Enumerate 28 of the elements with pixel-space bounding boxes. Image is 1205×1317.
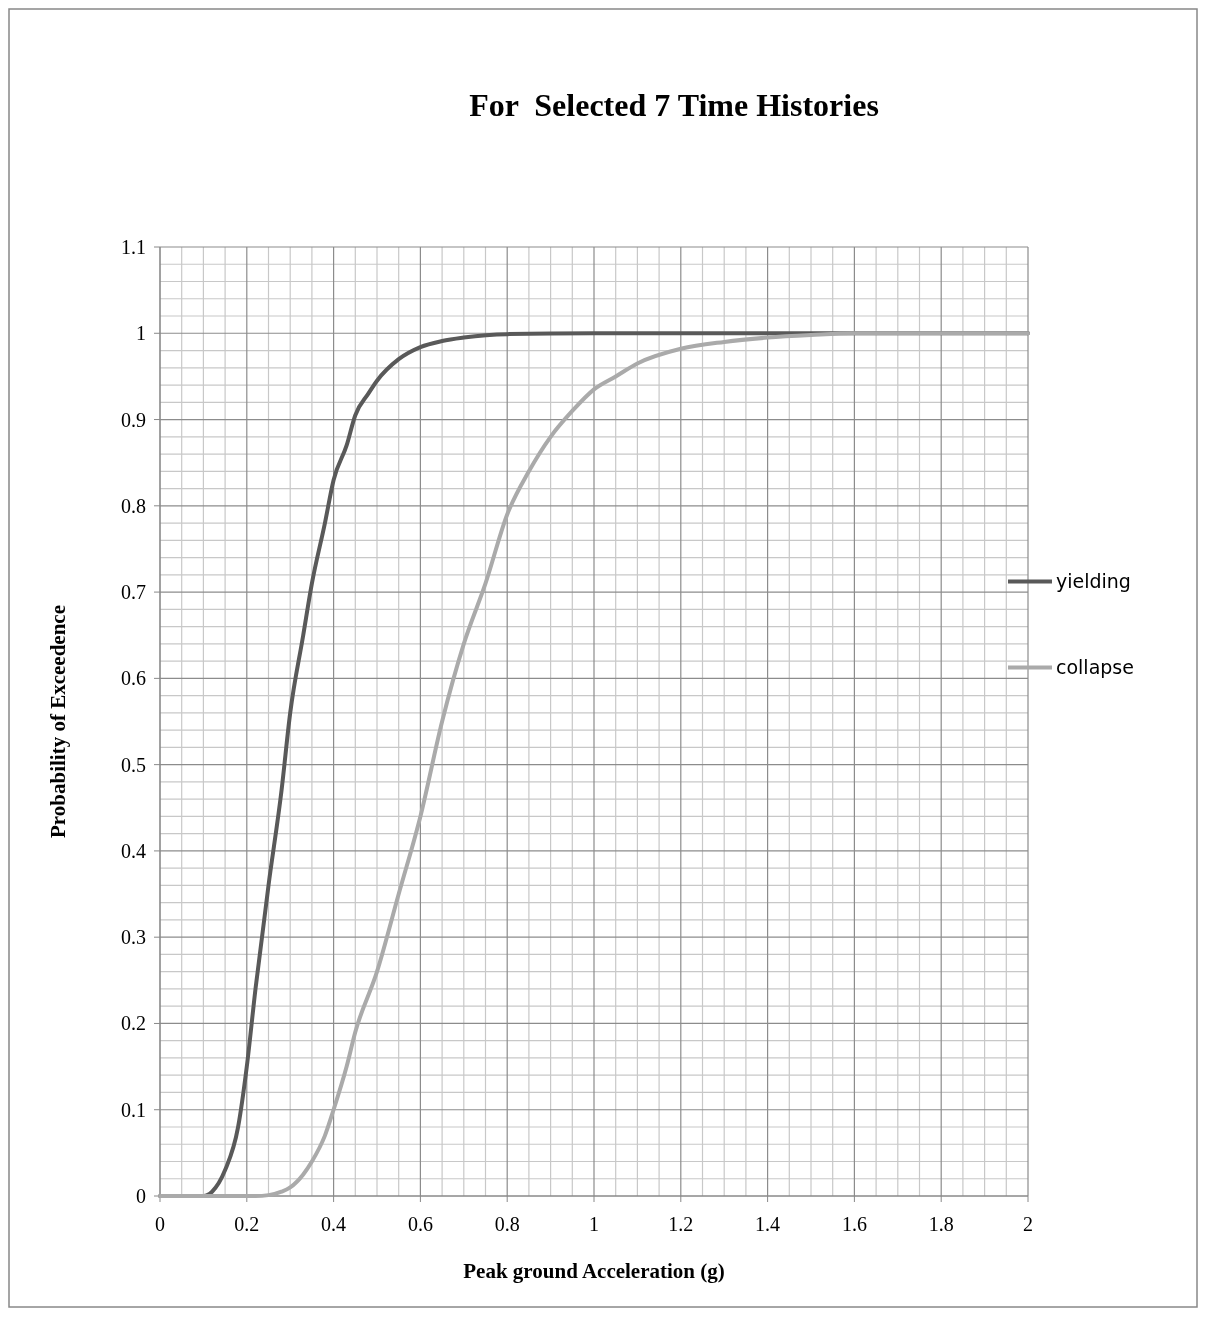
x-tick-label: 1.8	[928, 1213, 954, 1235]
x-tick-label: 0.8	[494, 1213, 520, 1235]
x-axis-title: Peak ground Acceleration (g)	[463, 1259, 725, 1283]
legend-label: collapse	[1056, 656, 1134, 679]
y-tick-label: 0.3	[121, 926, 146, 949]
y-tick-label: 0.6	[121, 667, 146, 690]
x-tick-label: 0.2	[234, 1213, 260, 1235]
x-tick-label: 1	[589, 1213, 599, 1235]
x-tick-label: 1.6	[841, 1213, 867, 1235]
y-tick-label: 1	[136, 322, 146, 345]
y-tick-label: 0.5	[121, 753, 146, 776]
chart-title: For Selected 7 Time Histories	[469, 87, 879, 123]
x-tick-label: 0.4	[321, 1213, 347, 1235]
x-tick-label: 0	[155, 1213, 165, 1235]
y-tick-label: 0.1	[121, 1098, 146, 1121]
y-tick-label: 0.7	[121, 581, 146, 604]
y-axis-title: Probability of Exceedence	[46, 605, 70, 838]
x-tick-label: 0.6	[407, 1213, 433, 1235]
x-tick-label: 2	[1023, 1213, 1033, 1235]
y-tick-label: 0	[136, 1185, 146, 1207]
y-tick-label: 1.1	[121, 236, 146, 258]
y-tick-label: 0.2	[121, 1012, 146, 1035]
x-tick-label: 1.2	[668, 1213, 694, 1235]
y-tick-label: 0.4	[121, 839, 146, 862]
x-tick-label: 1.4	[755, 1213, 781, 1235]
y-tick-label: 0.8	[121, 494, 146, 517]
legend-label: yielding	[1056, 570, 1131, 593]
y-tick-label: 0.9	[121, 408, 146, 431]
